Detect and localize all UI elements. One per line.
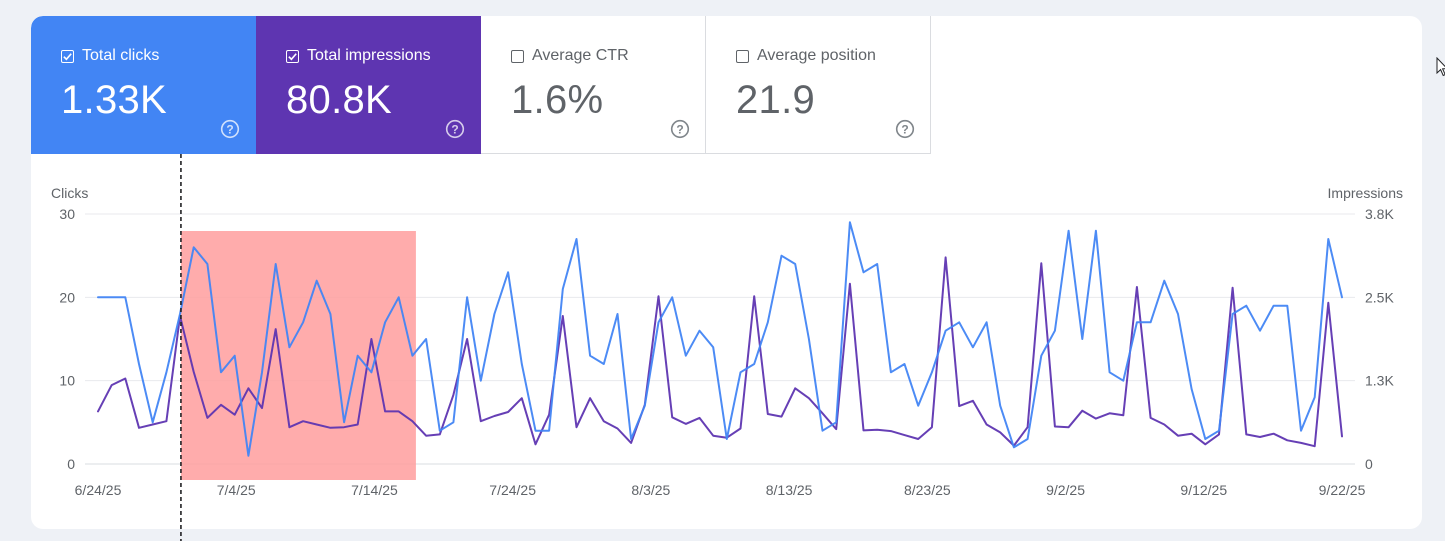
metric-label: Total clicks <box>82 47 160 64</box>
metric-label: Total impressions <box>307 47 431 64</box>
right-axis-ticks: 0 1.3K 2.5K 3.8K <box>1365 206 1394 472</box>
x-tick-label: 6/24/25 <box>75 482 122 498</box>
metric-average-ctr[interactable]: Average CTR 1.6% ? <box>481 16 706 154</box>
left-tick-label: 20 <box>59 289 75 305</box>
mouse-pointer-icon <box>1436 57 1445 77</box>
metric-header: Total clicks <box>61 47 159 65</box>
help-circle-icon[interactable]: ? <box>220 119 240 139</box>
left-tick-label: 10 <box>59 373 75 389</box>
right-tick-label: 0 <box>1365 456 1373 472</box>
help-circle-icon[interactable]: ? <box>895 119 915 139</box>
metric-value: 21.9 <box>736 78 816 122</box>
left-tick-label: 30 <box>59 206 75 222</box>
metric-total-clicks[interactable]: Total clicks 1.33K ? <box>31 16 256 154</box>
help-circle-icon[interactable]: ? <box>670 119 690 139</box>
x-tick-label: 8/23/25 <box>904 482 951 498</box>
checkbox-icon[interactable] <box>286 49 299 63</box>
checkbox-icon[interactable] <box>61 49 74 63</box>
metric-value: 1.6% <box>511 78 604 122</box>
metric-label: Average position <box>757 47 876 64</box>
svg-text:?: ? <box>451 122 458 136</box>
x-tick-label: 7/4/25 <box>217 482 256 498</box>
series-line-impressions <box>97 256 1343 448</box>
series-lines <box>97 221 1343 457</box>
left-axis-ticks: 0 10 20 30 <box>59 206 75 472</box>
metric-header: Total impressions <box>286 47 431 65</box>
x-tick-label: 7/24/25 <box>489 482 536 498</box>
x-axis-ticks: 6/24/25 7/4/25 7/14/25 7/24/25 8/3/25 8/13/25… <box>75 482 1366 498</box>
x-tick-label: 9/12/25 <box>1180 482 1227 498</box>
left-axis-title: Clicks <box>51 185 89 201</box>
x-tick-label: 8/3/25 <box>631 482 670 498</box>
metric-label: Average CTR <box>532 47 629 64</box>
highlight-region <box>180 231 416 480</box>
series-line-clicks <box>97 221 1343 457</box>
x-tick-label: 8/13/25 <box>766 482 813 498</box>
left-tick-label: 0 <box>67 456 75 472</box>
svg-text:?: ? <box>676 122 683 136</box>
metric-value: 80.8K <box>286 78 393 122</box>
x-tick-label: 9/22/25 <box>1319 482 1366 498</box>
highlight-layer <box>180 231 416 480</box>
x-tick-label: 7/14/25 <box>351 482 398 498</box>
metric-value: 1.33K <box>61 78 168 122</box>
metric-average-position[interactable]: Average position 21.9 ? <box>706 16 931 154</box>
right-tick-label: 1.3K <box>1365 373 1394 389</box>
right-tick-label: 3.8K <box>1365 206 1394 222</box>
help-circle-icon[interactable]: ? <box>445 119 465 139</box>
metric-header: Average CTR <box>511 47 629 65</box>
metric-total-impressions[interactable]: Total impressions 80.8K ? <box>256 16 481 154</box>
metric-header: Average position <box>736 47 876 65</box>
right-tick-label: 2.5K <box>1365 289 1394 305</box>
svg-text:?: ? <box>226 122 233 136</box>
x-tick-label: 9/2/25 <box>1046 482 1085 498</box>
checkbox-icon[interactable] <box>736 49 749 63</box>
svg-text:?: ? <box>901 122 908 136</box>
checkbox-icon[interactable] <box>511 49 524 63</box>
right-axis-title: Impressions <box>1327 185 1403 201</box>
